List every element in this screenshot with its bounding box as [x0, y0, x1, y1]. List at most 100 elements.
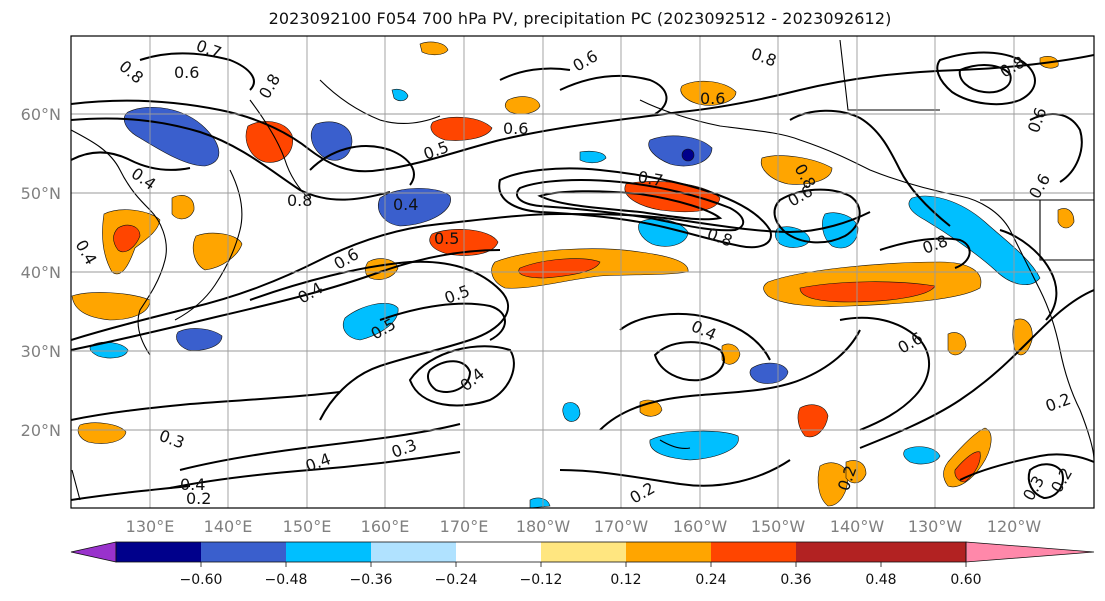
contour-label: 0.2	[186, 489, 211, 508]
pv-contour	[1029, 113, 1083, 183]
lon-label: 160°W	[673, 517, 728, 536]
precip-blob-pos	[171, 195, 195, 220]
pv-contour	[559, 459, 791, 487]
precip-blob-neg	[342, 303, 399, 341]
pv-contour	[879, 237, 971, 269]
precip-blob-neg-strong	[681, 148, 695, 162]
colorbar-tick-label: −0.60	[180, 572, 223, 588]
precip-blob-neg	[529, 497, 551, 508]
colorbar-segment	[371, 542, 456, 562]
precip-blob-pos	[419, 41, 449, 56]
pv-contour	[999, 229, 1058, 321]
colorbar-segment	[626, 542, 711, 562]
colorbar-extend-min	[70, 541, 117, 563]
pv-contour	[71, 54, 1094, 173]
pv-contour	[958, 64, 1012, 94]
lon-label: 170°W	[594, 517, 649, 536]
precip-blob-pos	[624, 181, 721, 213]
precip-blob-neg	[89, 341, 129, 359]
precip-blob-pos	[845, 460, 867, 484]
contour-label: 0.5	[434, 229, 459, 248]
colorbar-tick-label: 0.36	[780, 572, 811, 588]
pv-contour	[599, 329, 861, 431]
pv-contour	[839, 316, 931, 431]
precip-blob-neg	[176, 328, 223, 351]
pv-contour	[179, 423, 461, 471]
colorbar-tick-label: 0.24	[695, 572, 726, 588]
coastlines	[71, 39, 1094, 501]
pv-contour	[71, 151, 191, 171]
pv-contour	[515, 179, 745, 232]
contour-label: 0.4	[393, 195, 418, 214]
colorbar-segment	[796, 542, 881, 562]
pv-contour	[71, 117, 391, 201]
pv-contour	[653, 341, 725, 382]
colorbar-segment	[116, 542, 201, 562]
colorbar-segment	[541, 542, 626, 562]
map-title: 2023092100 F054 700 hPa PV, precipitatio…	[268, 9, 892, 28]
lat-label: 40°N	[21, 263, 61, 282]
precip-blob-neg	[378, 188, 451, 227]
coastline-asia	[71, 129, 167, 356]
coastline-philippines	[71, 469, 81, 501]
colorbar-tick-label: 0.60	[950, 572, 981, 588]
coastline-north-america	[639, 99, 1094, 461]
precip-blob-pos	[947, 332, 967, 356]
contour-label: 0.6	[503, 119, 528, 138]
precip-blob-pos	[680, 80, 737, 106]
colorbar-segment	[881, 542, 966, 562]
pv-contour	[498, 167, 772, 249]
colorbar-segment	[201, 542, 286, 562]
coastline-kuril	[319, 79, 441, 125]
colorbar-tick-labels: −0.60 −0.48 −0.36 −0.24 −0.12 0.12 0.24 …	[180, 572, 982, 588]
lon-label: 130°E	[126, 517, 175, 536]
gridlines	[71, 36, 1094, 508]
pv-contour	[959, 453, 1094, 481]
colorbar-tick-label: −0.24	[435, 572, 478, 588]
precip-blob-neg	[579, 150, 607, 164]
lat-label: 50°N	[21, 184, 61, 203]
contour-label: 0.8	[287, 191, 312, 210]
colorbar-segment	[456, 542, 541, 562]
precip-blob-pos	[113, 224, 141, 253]
border-alaska	[839, 39, 940, 111]
colorbar-tick-label: −0.36	[350, 572, 393, 588]
precip-blob-neg	[648, 135, 713, 167]
pv-contour	[71, 249, 501, 351]
lon-label: 140°W	[830, 517, 885, 536]
pv-contour	[71, 391, 341, 421]
pv-contour	[559, 74, 668, 115]
lon-label: 160°E	[361, 517, 410, 536]
precip-blob-neg	[562, 402, 581, 422]
pv-contour	[537, 190, 723, 221]
contour-label: 0.7	[636, 167, 664, 190]
precip-blob-neg	[649, 430, 739, 461]
precip-blob-neg	[391, 88, 409, 102]
pv-contour	[169, 451, 461, 489]
lon-label: 140°E	[204, 517, 253, 536]
precip-blob-pos	[518, 258, 601, 279]
colorbar: −0.60 −0.48 −0.36 −0.24 −0.12 0.12 0.24 …	[70, 541, 1095, 588]
contour-label: 0.4	[180, 475, 205, 494]
colorbar-segment	[711, 542, 796, 562]
latitude-labels: 60°N 50°N 40°N 30°N 20°N	[21, 105, 61, 440]
coastline-japan	[174, 169, 243, 321]
pv-contour	[427, 360, 472, 393]
contour-label: 0.6	[700, 89, 725, 108]
colorbar-tick-label: −0.48	[265, 572, 308, 588]
pv-contour	[139, 52, 255, 91]
precip-blob-pos	[1057, 208, 1075, 229]
precip-blob-neg	[638, 218, 689, 247]
lat-label: 20°N	[21, 421, 61, 440]
map-frame	[70, 35, 1095, 509]
coastline-kamchatka	[249, 99, 311, 201]
lat-label: 30°N	[21, 342, 61, 361]
precip-blob-pos	[504, 96, 541, 115]
precip-blob-pos	[797, 404, 829, 438]
precip-blob-pos	[430, 116, 493, 141]
precip-blob-pos	[71, 292, 151, 321]
pv-contour	[309, 145, 415, 186]
precip-blob-pos	[721, 343, 741, 365]
lon-label: 150°W	[751, 517, 806, 536]
